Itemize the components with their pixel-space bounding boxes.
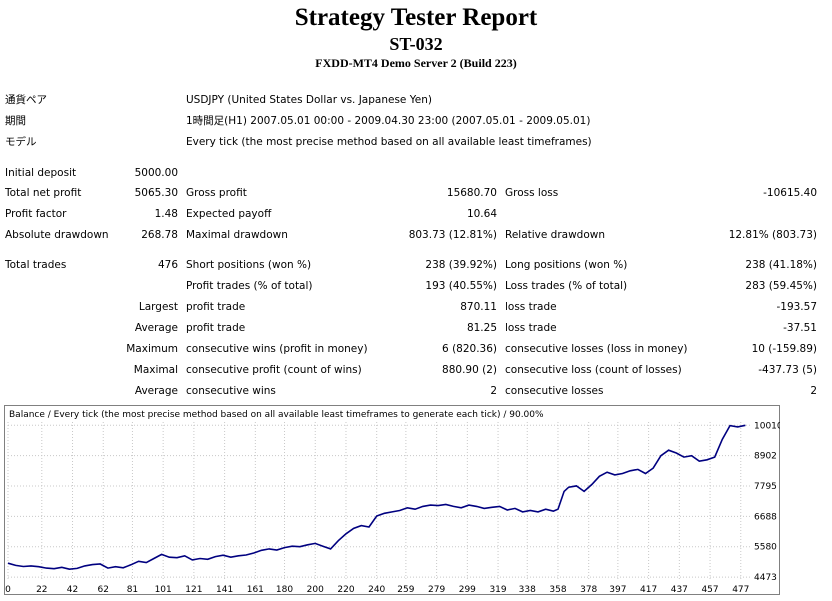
- average-label: Average: [134, 322, 178, 334]
- x-tick-label-15: 299: [459, 585, 476, 595]
- x-tick-label-3: 62: [98, 585, 109, 595]
- relative-drawdown-label: Relative drawdown: [505, 229, 606, 241]
- largest-profit-value: 870.11: [460, 301, 497, 313]
- avg-consec-losses-label: consecutive losses: [505, 385, 604, 397]
- y-tick-label-4: 8902: [754, 452, 777, 462]
- report-title: Strategy Tester Report: [294, 4, 538, 31]
- relative-drawdown-value: 12.81% (803.73): [728, 229, 817, 241]
- x-tick-label-19: 378: [580, 585, 597, 595]
- x-tick-label-2: 42: [67, 585, 78, 595]
- largest-loss-label: loss trade: [505, 301, 557, 313]
- model-label: モデル: [5, 136, 37, 148]
- pair-label: 通貨ペア: [5, 94, 47, 106]
- x-tick-label-16: 319: [489, 585, 506, 595]
- largest-label: Largest: [138, 301, 178, 313]
- maximal-label: Maximal: [133, 364, 178, 376]
- max-consec-wins-label: consecutive wins (profit in money): [186, 343, 368, 355]
- long-positions-label: Long positions (won %): [505, 259, 628, 271]
- gross-loss-label: Gross loss: [505, 187, 559, 199]
- absolute-drawdown-value: 268.78: [141, 229, 178, 241]
- balance-series-line: [7, 424, 746, 571]
- y-tick-label-0: 4473: [754, 573, 777, 583]
- profit-factor-value: 1.48: [154, 208, 178, 220]
- balance-chart-svg: Balance / Every tick (the most precise m…: [4, 405, 783, 595]
- chart-frame: [4, 405, 780, 595]
- x-tick-label-0: 0: [5, 585, 11, 595]
- absolute-drawdown-label: Absolute drawdown: [5, 229, 109, 241]
- max-consec-losses-value: 10 (-159.89): [751, 343, 817, 355]
- initial-deposit-value: 5000.00: [134, 167, 178, 179]
- avg-consec-losses-value: 2: [810, 385, 817, 397]
- max-consec-losses-label: consecutive losses (loss in money): [505, 343, 688, 355]
- average-loss-label: loss trade: [505, 322, 557, 334]
- largest-profit-label: profit trade: [186, 301, 246, 313]
- short-positions-label: Short positions (won %): [186, 259, 312, 271]
- pair-value: USDJPY (United States Dollar vs. Japanes…: [186, 94, 432, 106]
- x-tick-label-10: 200: [307, 585, 324, 595]
- maximal-consec-loss-value: -437.73 (5): [758, 364, 817, 376]
- long-positions-value: 238 (41.18%): [745, 259, 817, 271]
- x-tick-label-18: 358: [549, 585, 566, 595]
- x-tick-label-23: 457: [701, 585, 718, 595]
- total-trades-value: 476: [157, 259, 178, 271]
- avg-consec-wins-label: consecutive wins: [186, 385, 276, 397]
- y-tick-label-1: 5580: [754, 543, 777, 553]
- chart-title: Balance / Every tick (the most precise m…: [9, 410, 544, 420]
- avg-consec-wins-value: 2: [490, 385, 497, 397]
- y-tick-label-3: 7795: [754, 482, 777, 492]
- average-loss-value: -37.51: [783, 322, 817, 334]
- maximal-consec-profit-label: consecutive profit (count of wins): [186, 364, 362, 376]
- total-trades-label: Total trades: [5, 259, 67, 271]
- expected-payoff-value: 10.64: [466, 208, 497, 220]
- x-tick-label-9: 180: [276, 585, 293, 595]
- loss-trades-label: Loss trades (% of total): [505, 280, 628, 292]
- profit-trades-label: Profit trades (% of total): [186, 280, 313, 292]
- profit-trades-value: 193 (40.55%): [425, 280, 497, 292]
- y-tick-label-5: 10010: [754, 421, 780, 431]
- x-tick-label-12: 240: [368, 585, 385, 595]
- x-tick-label-11: 220: [337, 585, 354, 595]
- x-tick-label-8: 161: [247, 585, 264, 595]
- total-net-profit-value: 5065.30: [134, 187, 178, 199]
- x-tick-label-17: 338: [519, 585, 536, 595]
- balance-chart: Balance / Every tick (the most precise m…: [4, 405, 783, 595]
- expected-payoff-label: Expected payoff: [186, 208, 272, 220]
- average-profit-value: 81.25: [466, 322, 497, 334]
- period-value: 1時間足(H1) 2007.05.01 00:00 - 2009.04.30 2…: [186, 115, 591, 127]
- x-tick-label-24: 477: [732, 585, 749, 595]
- report-subtitle: ST-032: [389, 34, 443, 54]
- server-name: FXDD-MT4 Demo Server 2 (Build 223): [315, 56, 517, 70]
- x-tick-label-13: 259: [397, 585, 414, 595]
- maximal-consec-profit-value: 880.90 (2): [442, 364, 497, 376]
- x-tick-label-5: 101: [155, 585, 172, 595]
- maximal-drawdown-label: Maximal drawdown: [186, 229, 288, 241]
- gross-profit-value: 15680.70: [446, 187, 497, 199]
- y-tick-label-2: 6688: [754, 512, 777, 522]
- short-positions-value: 238 (39.92%): [425, 259, 497, 271]
- loss-trades-value: 283 (59.45%): [745, 280, 817, 292]
- model-value: Every tick (the most precise method base…: [186, 136, 592, 148]
- maximal-consec-loss-label: consecutive loss (count of losses): [505, 364, 682, 376]
- maximal-drawdown-value: 803.73 (12.81%): [408, 229, 497, 241]
- gross-loss-value: -10615.40: [763, 187, 817, 199]
- period-label: 期間: [5, 115, 26, 127]
- average-profit-label: profit trade: [186, 322, 246, 334]
- maximum-label: Maximum: [126, 343, 178, 355]
- total-net-profit-label: Total net profit: [5, 187, 82, 199]
- average2-label: Average: [134, 385, 178, 397]
- largest-loss-value: -193.57: [776, 301, 817, 313]
- x-tick-label-14: 279: [428, 585, 445, 595]
- initial-deposit-label: Initial deposit: [5, 167, 77, 179]
- gross-profit-label: Gross profit: [186, 187, 247, 199]
- x-tick-label-4: 81: [127, 585, 138, 595]
- max-consec-wins-value: 6 (820.36): [442, 343, 497, 355]
- x-tick-label-20: 397: [609, 585, 626, 595]
- x-tick-label-6: 121: [185, 585, 202, 595]
- x-tick-label-21: 417: [640, 585, 657, 595]
- x-tick-label-22: 437: [671, 585, 688, 595]
- x-tick-label-1: 22: [36, 585, 47, 595]
- profit-factor-label: Profit factor: [5, 208, 67, 220]
- x-tick-label-7: 141: [216, 585, 233, 595]
